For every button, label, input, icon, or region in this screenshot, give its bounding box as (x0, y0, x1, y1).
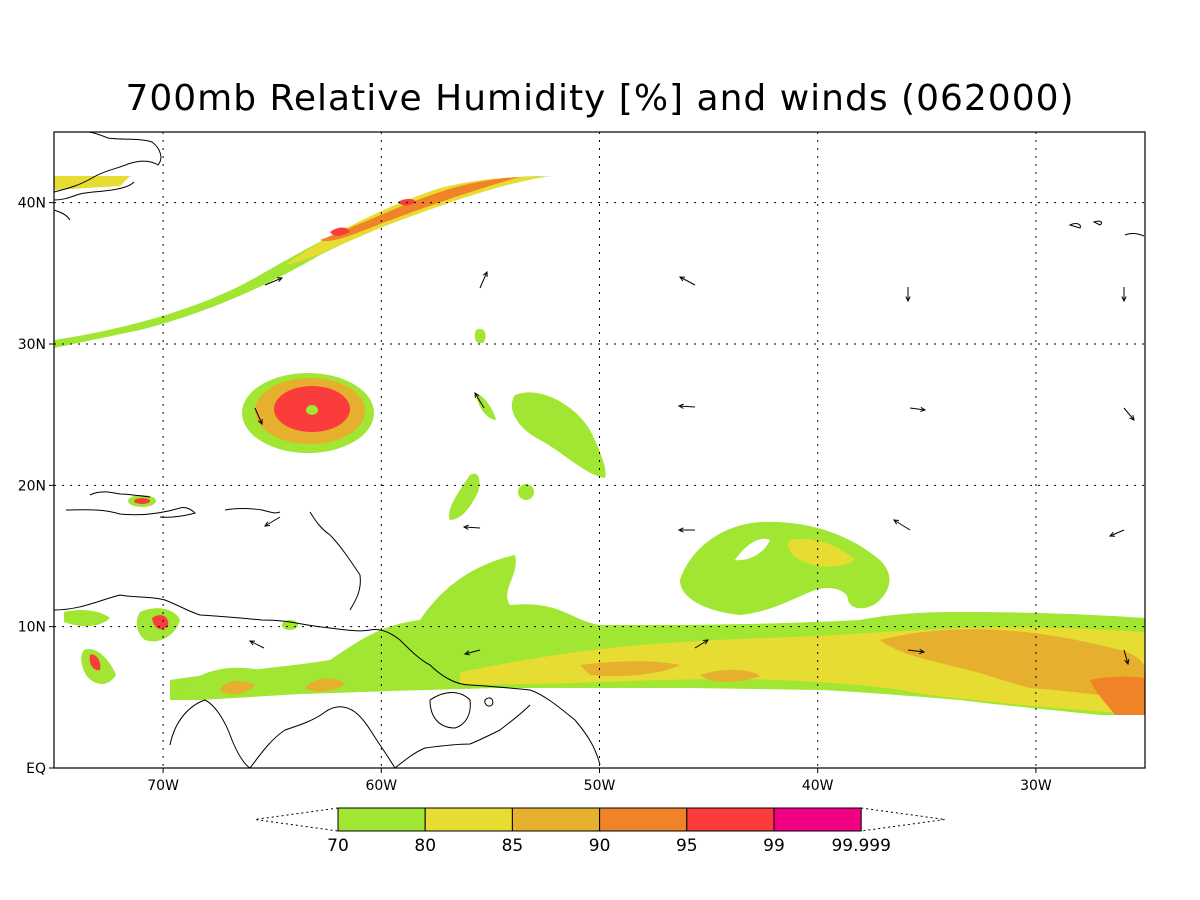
wind-arrow (909, 406, 927, 413)
wind-arrow (1121, 287, 1127, 303)
map-frame (49, 131, 1146, 773)
rh-colombia-patch-95 (89, 654, 101, 671)
lon-tick-label: 30W (1020, 778, 1052, 794)
lat-tick-label: 20N (18, 478, 46, 494)
rh-hispaniola-patch-95 (134, 498, 150, 504)
wind-arrow (1108, 529, 1125, 537)
wind-arrow (254, 407, 263, 426)
wind-arrow (462, 524, 481, 530)
colorbar-left-extension (254, 807, 339, 832)
rh-hook-hole (735, 538, 770, 561)
colorbar-level-label: 95 (676, 836, 698, 856)
wind-vectors (248, 270, 1135, 666)
wind-arrow (677, 403, 696, 409)
rh-cyclone-eye (306, 405, 318, 415)
wind-arrow (677, 527, 695, 533)
wind-arrow (479, 270, 488, 289)
lat-tick-label: 30N (18, 337, 46, 353)
lon-tick-label: 70W (147, 778, 179, 794)
wind-arrow (905, 287, 911, 303)
latitude-labels: EQ 10N 20N 30N 40N (18, 196, 46, 777)
wind-arrow (474, 392, 485, 409)
colorbar-swatch (337, 807, 426, 832)
wind-arrow (264, 516, 281, 527)
rh-jet-band-90 (320, 177, 520, 242)
colorbar-swatch (599, 807, 688, 832)
lon-tick-label: 60W (365, 778, 397, 794)
chart-title: 700mb Relative Humidity [%] and winds (0… (125, 78, 1075, 119)
lon-tick-label: 40W (802, 778, 834, 794)
wind-arrow (1123, 649, 1130, 666)
wind-arrow (463, 649, 481, 656)
lat-tick-label: 40N (18, 196, 46, 212)
rh-hook-80 (788, 538, 855, 567)
colorbar-swatch (424, 807, 513, 832)
rh-central-patch-a (511, 392, 606, 478)
wind-arrow (893, 519, 911, 531)
wind-arrow (248, 640, 265, 649)
colorbar-swatch (686, 807, 775, 832)
colorbar-swatch (773, 807, 862, 832)
rh-itcz-90 (1090, 676, 1145, 715)
colorbar-swatch (511, 807, 601, 832)
rh-hook-70 (680, 521, 890, 615)
rh-central-patch-c (474, 328, 486, 344)
lat-tick-label: EQ (26, 761, 46, 777)
colorbar-level-label: 90 (589, 836, 611, 856)
wind-arrow (678, 276, 696, 286)
wind-arrow (264, 277, 284, 286)
rh-central-patch-d (476, 394, 496, 420)
wind-arrow (694, 639, 709, 649)
rh-venezuela-patch-95 (152, 615, 169, 630)
rh-itcz-85b (580, 661, 760, 682)
humidity-shading (54, 176, 1145, 715)
colorbar-level-label: 99 (763, 836, 785, 856)
colorbar-right-extension (861, 807, 946, 832)
colorbar-level-label: 85 (502, 836, 524, 856)
rh-central-patch-b (449, 473, 480, 520)
rh-jet-band-80 (285, 176, 545, 265)
wind-arrow (907, 648, 926, 655)
rh-carib-strip-85 (220, 678, 345, 695)
colorbar-level-label: 80 (414, 836, 436, 856)
rh-central-patch-e (518, 484, 534, 500)
lon-tick-label: 50W (584, 778, 616, 794)
longitude-labels: 70W 60W 50W 40W 30W (147, 778, 1052, 794)
lat-tick-label: 10N (18, 620, 46, 636)
rh-itcz-85 (880, 629, 1145, 700)
rh-panama-patch (64, 610, 110, 627)
colorbar: 70 80 85 90 95 99 99.999 (254, 807, 946, 856)
colorbar-level-label: 99.999 (831, 836, 890, 856)
coastlines (53, 131, 1145, 769)
wind-arrow (1123, 407, 1135, 421)
rh-jet-band-70 (54, 176, 552, 348)
colorbar-level-label: 70 (327, 836, 349, 856)
